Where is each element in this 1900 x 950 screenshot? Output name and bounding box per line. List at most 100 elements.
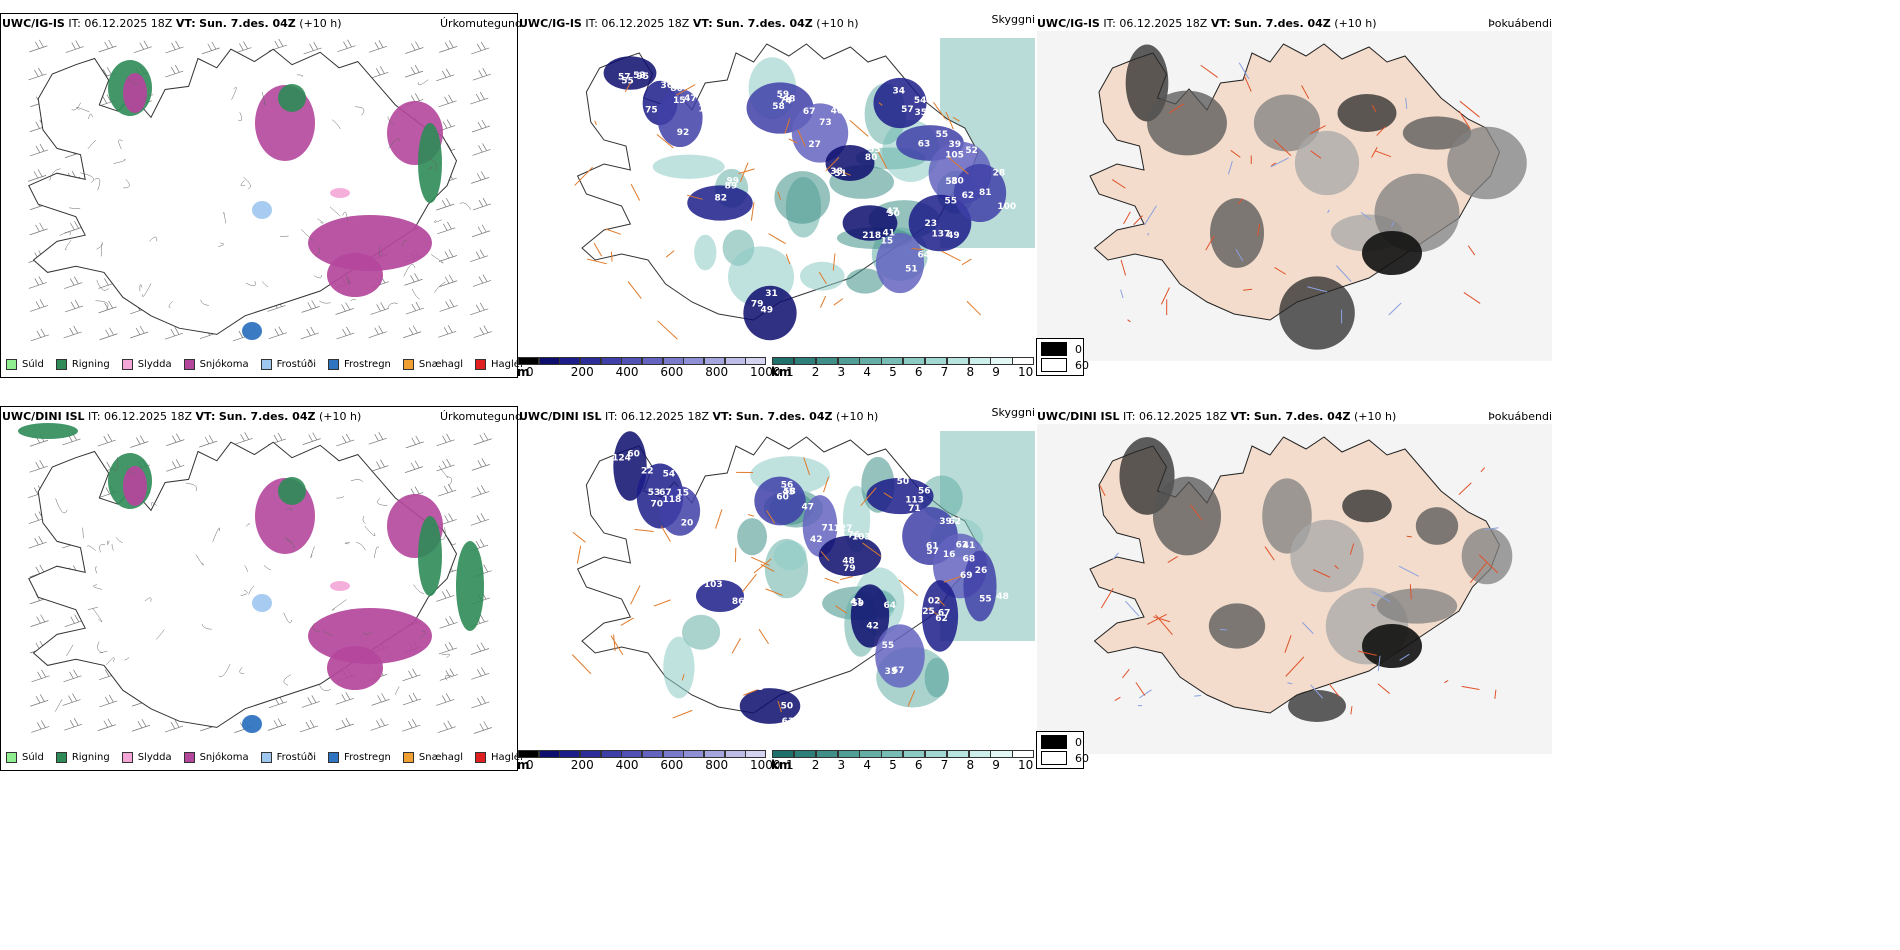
road-line	[1123, 211, 1131, 225]
cloud-base-label: 45	[782, 487, 795, 497]
wind-barb	[99, 327, 118, 341]
road-line	[1371, 147, 1378, 158]
road-line	[1458, 482, 1472, 496]
road-line	[825, 157, 840, 172]
road-line	[765, 588, 783, 596]
wind-barb	[436, 433, 455, 447]
road-line	[1168, 103, 1185, 114]
wind-barb	[471, 458, 490, 471]
cloud-base-label: 50	[934, 118, 947, 128]
model-name: UWC/DINI ISL	[519, 410, 602, 423]
legend-item-1: Rigning	[55, 752, 110, 763]
cloud-base-label: 16	[943, 550, 956, 560]
road-line	[824, 577, 840, 584]
road-line	[1376, 126, 1386, 136]
road-line	[911, 248, 924, 251]
colorbar-tick-label: 1	[786, 758, 794, 772]
iceland-coastline	[28, 48, 458, 335]
wind-barb	[99, 694, 118, 708]
cloud-base-label: 62	[935, 614, 948, 624]
visibility-area	[737, 518, 768, 556]
precip-legend-top: Súld Rigning Slydda Snjókoma Frostúði Frostre…	[6, 359, 535, 370]
fog-title-top: Þokuábendi	[1488, 17, 1552, 30]
wind-barb	[64, 299, 84, 313]
road-line	[657, 320, 678, 340]
vt-value: Sun. 7.des. 04Z	[1253, 410, 1351, 423]
colorbar-tick-label: 0	[526, 365, 534, 379]
road-line	[1391, 221, 1395, 227]
colorbar-segment	[704, 357, 726, 365]
colorbar-segment	[815, 750, 838, 758]
visibility-colorbar-top: km 1 2 3 4 5 6 7 8 9 10	[771, 357, 1035, 381]
cloud-base-label: 38	[830, 167, 843, 177]
fog-index-area	[1362, 231, 1422, 275]
cloud-base-label: 137	[932, 230, 951, 240]
wind-barb	[404, 64, 424, 78]
road-line	[742, 573, 757, 593]
road-line	[877, 149, 888, 169]
wind-barb	[234, 432, 253, 445]
road-line	[1372, 606, 1375, 609]
cloud-base-label: 75	[645, 106, 658, 116]
road-line	[1147, 613, 1167, 625]
terrain-contour	[240, 180, 246, 187]
terrain-contour	[76, 107, 90, 113]
road-line	[593, 242, 603, 257]
rain-area	[18, 423, 78, 439]
cloud-base-label: 15	[673, 96, 686, 106]
cloud-base-label: 34	[892, 87, 905, 97]
wind-barb	[470, 249, 489, 262]
road-line	[860, 487, 877, 507]
cloud-base-label: 53	[945, 177, 958, 187]
cloud-base-label: 58	[783, 487, 796, 497]
road-line	[1310, 150, 1322, 159]
road-line	[627, 281, 642, 299]
terrain-contour	[283, 674, 291, 686]
wind-barb	[473, 432, 492, 446]
cloud-base-label: 62	[956, 540, 969, 550]
road-line	[586, 258, 607, 265]
cloud-base-label: 124	[612, 454, 631, 464]
terrain-contour	[243, 176, 251, 189]
fog-index-area	[1342, 489, 1392, 523]
wind-barb	[302, 432, 321, 445]
cloud-base-label: 58	[772, 102, 785, 112]
terrain-contour	[433, 219, 443, 223]
legend-swatch	[260, 752, 272, 763]
fog-index-area	[1209, 198, 1265, 268]
terrain-contour	[301, 229, 314, 241]
colorbar-segment	[580, 750, 602, 758]
it-value: 06.12.2025 18Z	[1119, 17, 1208, 30]
wind-barb	[370, 302, 389, 315]
legend-swatch	[328, 359, 339, 370]
terrain-contour	[155, 629, 165, 640]
vt-value: Sun. 7.des. 04Z	[218, 410, 316, 423]
wind-barb	[370, 459, 389, 472]
terrain-contour	[107, 540, 110, 545]
road-line	[750, 201, 755, 221]
wind-barb	[29, 460, 48, 473]
road-line	[1139, 689, 1152, 699]
colorbar-tick-label: 10	[1018, 365, 1034, 379]
model-name: UWC/IG-IS	[519, 17, 582, 30]
terrain-contour	[124, 656, 129, 661]
road-line	[620, 617, 634, 626]
cloud-base-label: 118	[663, 495, 682, 505]
colorbar-segment	[662, 357, 684, 365]
wind-barb	[436, 68, 455, 82]
terrain-contour	[401, 239, 407, 247]
road-line	[660, 525, 671, 542]
wind-barb	[27, 169, 47, 182]
fog-index-area	[1253, 94, 1321, 152]
cloud-base-label: 100	[997, 202, 1016, 212]
legend-label: Snjókoma	[199, 359, 249, 370]
road-line	[672, 709, 693, 719]
fog-swatch-white	[1041, 358, 1067, 372]
colorbar-tick-label: 400	[615, 758, 639, 772]
freezing-rain-area	[242, 322, 262, 340]
road-line	[1167, 556, 1178, 563]
cloud-base-label: 50	[781, 702, 794, 712]
wind-barb	[472, 197, 492, 211]
cloud-base-label: 103	[852, 533, 871, 543]
cloud-base-label: 67	[892, 666, 905, 676]
